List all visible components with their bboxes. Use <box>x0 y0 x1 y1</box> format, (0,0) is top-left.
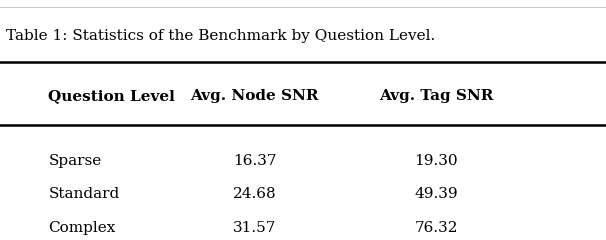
Text: 16.37: 16.37 <box>233 154 276 168</box>
Text: Complex: Complex <box>48 221 116 235</box>
Text: Standard: Standard <box>48 187 120 201</box>
Text: Table 1: Statistics of the Benchmark by Question Level.: Table 1: Statistics of the Benchmark by … <box>6 29 435 43</box>
Text: Question Level: Question Level <box>48 89 175 103</box>
Text: Sparse: Sparse <box>48 154 102 168</box>
Text: 49.39: 49.39 <box>415 187 458 201</box>
Text: 19.30: 19.30 <box>415 154 458 168</box>
Text: Avg. Node SNR: Avg. Node SNR <box>190 89 319 103</box>
Text: 24.68: 24.68 <box>233 187 276 201</box>
Text: 31.57: 31.57 <box>233 221 276 235</box>
Text: Avg. Tag SNR: Avg. Tag SNR <box>379 89 493 103</box>
Text: 76.32: 76.32 <box>415 221 458 235</box>
